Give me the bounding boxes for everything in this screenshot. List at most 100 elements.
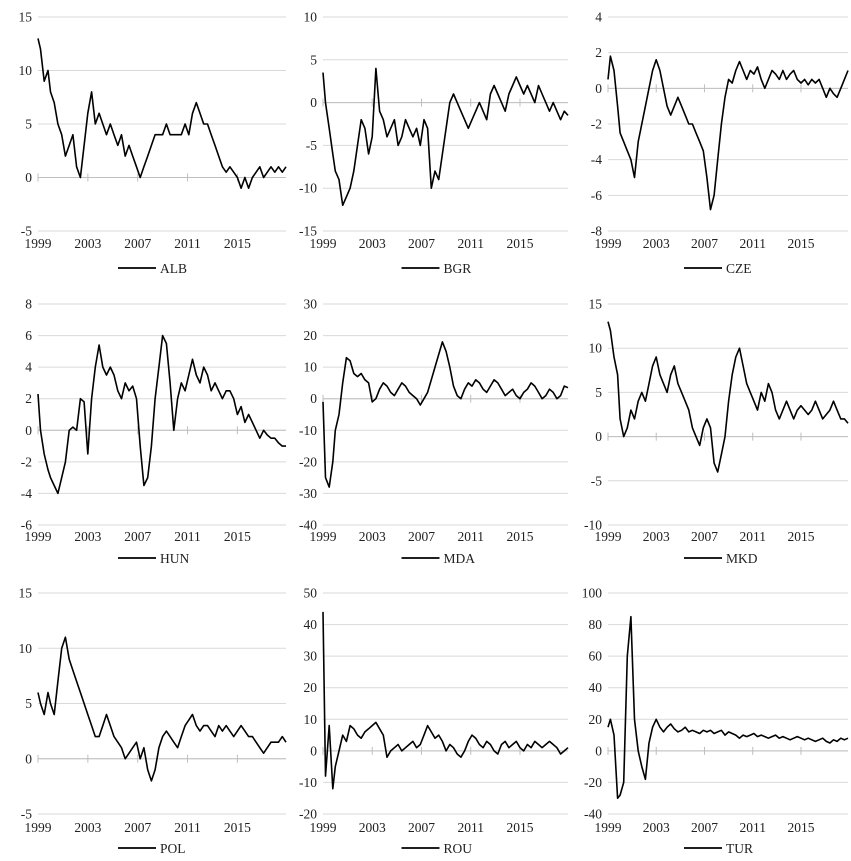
y-tick-label: 2 — [595, 45, 602, 60]
x-tick-label: 2003 — [359, 529, 386, 544]
x-tick-label: 1999 — [595, 820, 622, 835]
x-tick-label: 2015 — [506, 236, 533, 251]
y-tick-label: 10 — [19, 63, 33, 78]
legend-label: TUR — [726, 841, 753, 856]
legend-label: ALB — [160, 261, 187, 276]
x-tick-label: 2007 — [691, 529, 718, 544]
y-tick-label: -10 — [299, 775, 317, 790]
y-tick-label: -40 — [584, 807, 602, 822]
y-tick-label: 30 — [304, 649, 318, 664]
x-tick-label: 1999 — [595, 529, 622, 544]
y-tick-label: 10 — [589, 341, 603, 356]
y-tick-label: -20 — [584, 775, 602, 790]
x-tick-label: 1999 — [310, 529, 337, 544]
series-line-pol — [37, 636, 287, 782]
x-tick-label: 2015 — [787, 529, 814, 544]
x-tick-label: 2007 — [124, 529, 151, 544]
x-tick-label: 1999 — [595, 236, 622, 251]
chart-panel-tur: -40 -20 0 20 40 60 80 100 1999 2003 2007 2011 2015 TU… — [582, 586, 849, 856]
y-tick-label: -2 — [591, 117, 602, 132]
x-tick-label: 2007 — [691, 820, 718, 835]
x-tick-label: 2015 — [506, 529, 533, 544]
y-tick-label: 2 — [25, 391, 32, 406]
series-line-hun — [37, 334, 286, 495]
chart-panel-mkd: -10 -5 0 5 10 15 1999 2003 2007 2011 2015 MKD — [584, 297, 849, 566]
x-tick-label: 2003 — [359, 820, 386, 835]
x-tick-label: 2011 — [174, 529, 201, 544]
y-tick-label: 40 — [304, 617, 318, 632]
y-tick-label: 6 — [25, 328, 32, 343]
y-tick-label: 8 — [25, 297, 32, 312]
x-tick-label: 2011 — [457, 529, 484, 544]
y-tick-label: -4 — [591, 152, 602, 167]
x-tick-label: 2003 — [74, 236, 101, 251]
y-tick-label: 5 — [25, 696, 32, 711]
y-tick-label: 0 — [310, 391, 317, 406]
x-tick-label: 1999 — [25, 529, 52, 544]
y-tick-label: -6 — [591, 188, 602, 203]
series-line-cze — [607, 55, 849, 211]
y-tick-label: 0 — [310, 95, 317, 110]
x-tick-label: 2007 — [691, 236, 718, 251]
y-tick-label: 15 — [19, 10, 33, 25]
chart-panel-mda: -40 -30 -20 -10 0 10 20 30 1999 2003 2007 2011 2015 M… — [299, 297, 569, 566]
x-tick-label: 2015 — [224, 820, 251, 835]
y-tick-label: 4 — [595, 10, 602, 25]
chart-panel-rou: -20 -10 0 10 20 30 40 50 1999 2003 2007 2011 2015 ROU — [299, 586, 569, 856]
y-tick-label: -8 — [591, 224, 602, 239]
y-tick-label: -40 — [299, 518, 317, 533]
legend-label: ROU — [444, 841, 473, 856]
x-tick-label: 2007 — [408, 529, 435, 544]
y-tick-label: 0 — [25, 751, 32, 766]
legend-label: CZE — [726, 261, 752, 276]
x-tick-label: 2011 — [739, 820, 766, 835]
y-tick-label: -5 — [306, 138, 317, 153]
y-tick-label: 0 — [595, 743, 602, 758]
chart-panel-alb: -5 0 5 10 15 1999 2003 2007 2011 2015 ALB — [19, 10, 287, 276]
x-tick-label: 2015 — [787, 820, 814, 835]
x-tick-label: 2015 — [506, 820, 533, 835]
chart-panel-cze: -8 -6 -4 -2 0 2 4 1999 2003 2007 2011 2015 CZE — [591, 10, 849, 276]
y-tick-label: 80 — [589, 617, 603, 632]
x-tick-label: 2007 — [408, 236, 435, 251]
x-tick-label: 2007 — [408, 820, 435, 835]
y-tick-label: -20 — [299, 454, 317, 469]
y-tick-label: -20 — [299, 807, 317, 822]
x-tick-label: 2011 — [739, 529, 766, 544]
series-line-bgr — [322, 67, 569, 207]
y-tick-label: 10 — [304, 360, 318, 375]
x-tick-label: 2003 — [74, 820, 101, 835]
y-tick-label: 0 — [25, 170, 32, 185]
y-tick-label: 10 — [304, 10, 318, 25]
y-tick-label: 20 — [304, 680, 318, 695]
x-tick-label: 1999 — [310, 820, 337, 835]
chart-panel-pol: -5 0 5 10 15 1999 2003 2007 2011 2015 POL — [19, 586, 287, 856]
y-tick-label: -10 — [299, 181, 317, 196]
series-line-rou — [322, 611, 569, 790]
y-tick-label: 50 — [304, 586, 318, 601]
y-tick-label: -6 — [21, 518, 32, 533]
series-line-alb — [37, 38, 287, 189]
legend-label: POL — [160, 841, 186, 856]
x-tick-label: 2003 — [643, 820, 670, 835]
x-tick-label: 2003 — [74, 529, 101, 544]
y-tick-label: 4 — [25, 360, 32, 375]
x-tick-label: 2003 — [643, 529, 670, 544]
x-tick-label: 2003 — [359, 236, 386, 251]
series-line-mda — [322, 341, 569, 488]
y-tick-label: 5 — [310, 52, 317, 67]
series-line-mkd — [607, 321, 849, 473]
y-tick-label: 15 — [19, 586, 33, 601]
x-tick-label: 2015 — [224, 529, 251, 544]
y-tick-label: 5 — [25, 117, 32, 132]
x-tick-label: 2011 — [457, 820, 484, 835]
y-tick-label: -30 — [299, 486, 317, 501]
x-tick-label: 2011 — [739, 236, 766, 251]
x-tick-label: 2011 — [457, 236, 484, 251]
y-tick-label: 10 — [304, 712, 318, 727]
x-tick-label: 2011 — [174, 236, 201, 251]
series-line-tur — [607, 615, 849, 800]
chart-panel-hun: -6 -4 -2 0 2 4 6 8 1999 2003 2007 2011 2015 HUN — [21, 297, 286, 566]
y-tick-label: 40 — [589, 680, 603, 695]
x-tick-label: 2015 — [787, 236, 814, 251]
